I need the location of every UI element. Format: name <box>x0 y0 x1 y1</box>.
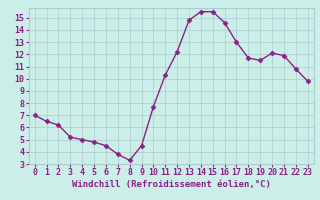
X-axis label: Windchill (Refroidissement éolien,°C): Windchill (Refroidissement éolien,°C) <box>72 180 271 189</box>
